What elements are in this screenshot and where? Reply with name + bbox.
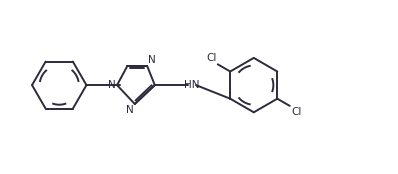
Text: N: N (148, 55, 156, 65)
Text: N: N (108, 80, 116, 90)
Text: N: N (126, 105, 134, 115)
Text: Cl: Cl (291, 107, 302, 117)
Text: HN: HN (184, 80, 199, 90)
Text: Cl: Cl (206, 53, 216, 63)
